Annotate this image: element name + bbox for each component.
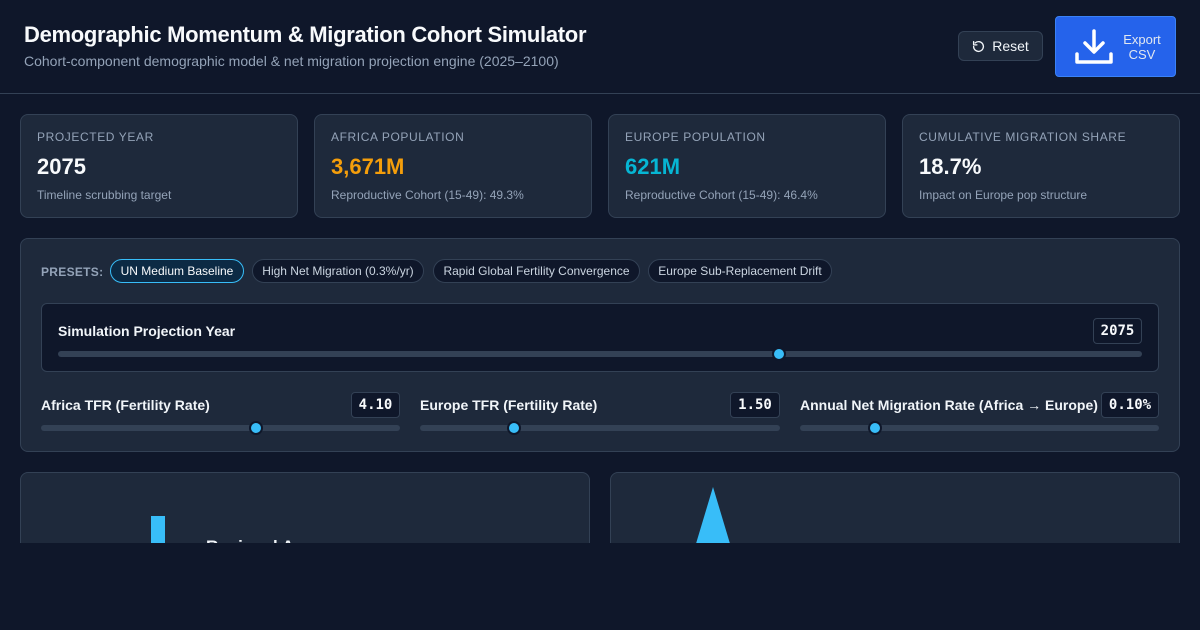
controls-panel: PRESETS: UN Medium Baseline High Net Mig… bbox=[20, 238, 1180, 452]
migration-rate-label: Annual Net Migration Rate (Africa → Euro… bbox=[800, 397, 1098, 413]
kpi-label: Europe Population bbox=[625, 130, 766, 144]
kpi-value: 2075 bbox=[37, 154, 86, 179]
reset-icon bbox=[973, 40, 985, 52]
kpi-sub: Reproductive Cohort (15-49): 46.4% bbox=[625, 188, 818, 202]
slider-thumb[interactable] bbox=[868, 421, 883, 435]
slider-thumb[interactable] bbox=[506, 421, 521, 435]
europe-tfr-value: 1.50 bbox=[730, 392, 780, 418]
kpi-card-projected-year: Projected Year 2075 Timeline scrubbing t… bbox=[20, 114, 298, 218]
migration-rate-slider[interactable] bbox=[800, 421, 1159, 435]
kpi-sub: Impact on Europe pop structure bbox=[919, 188, 1088, 202]
kpi-value: 3,671M bbox=[331, 154, 405, 179]
preset-high-net-migration[interactable]: High Net Migration (0.3%/yr) bbox=[252, 259, 424, 283]
reset-label: Reset bbox=[992, 38, 1029, 54]
slider-thumb[interactable] bbox=[771, 347, 786, 361]
download-icon bbox=[1075, 29, 1113, 64]
kpi-card-africa-population: Africa Population 3,671M Reproductive Co… bbox=[314, 114, 592, 218]
kpi-card-migration-share: Cumulative Migration Share 18.7% Impact … bbox=[902, 114, 1180, 218]
kpi-card-europe-population: Europe Population 621M Reproductive Coho… bbox=[608, 114, 886, 218]
kpi-value: 621M bbox=[625, 154, 681, 179]
projection-year-value: 2075 bbox=[1093, 318, 1142, 344]
pyramid-shape bbox=[695, 487, 731, 547]
slider-thumb[interactable] bbox=[249, 421, 264, 435]
app-header: Demographic Momentum & Migration Cohort … bbox=[0, 0, 1200, 94]
projection-year-slider[interactable] bbox=[58, 347, 1142, 361]
presets-label: PRESETS: bbox=[41, 265, 104, 279]
kpi-label: Projected Year bbox=[37, 130, 154, 144]
projection-year-control: Simulation Projection Year 2075 bbox=[41, 303, 1159, 372]
preset-un-medium-baseline[interactable]: UN Medium Baseline bbox=[110, 259, 244, 283]
page-subtitle: Cohort-component demographic model & net… bbox=[24, 53, 559, 69]
reset-button[interactable]: Reset bbox=[958, 31, 1043, 61]
kpi-sub: Reproductive Cohort (15-49): 49.3% bbox=[331, 188, 524, 202]
preset-rapid-fertility-convergence[interactable]: Rapid Global Fertility Convergence bbox=[433, 259, 640, 283]
page-bottom bbox=[0, 543, 1200, 630]
migration-rate-value: 0.10% bbox=[1101, 392, 1159, 418]
kpi-label: Africa Population bbox=[331, 130, 465, 144]
kpi-label: Cumulative Migration Share bbox=[919, 130, 1127, 144]
page-title: Demographic Momentum & Migration Cohort … bbox=[24, 22, 587, 47]
kpi-sub: Timeline scrubbing target bbox=[37, 188, 172, 202]
europe-tfr-slider[interactable] bbox=[420, 421, 780, 435]
europe-tfr-label: Europe TFR (Fertility Rate) bbox=[420, 397, 598, 413]
africa-tfr-label: Africa TFR (Fertility Rate) bbox=[41, 397, 210, 413]
africa-tfr-value: 4.10 bbox=[351, 392, 400, 418]
preset-europe-sub-replacement[interactable]: Europe Sub-Replacement Drift bbox=[648, 259, 832, 283]
projection-year-label: Simulation Projection Year bbox=[58, 323, 236, 339]
kpi-value: 18.7% bbox=[919, 154, 982, 179]
export-csv-button[interactable]: Export CSV bbox=[1055, 16, 1176, 77]
africa-tfr-slider[interactable] bbox=[41, 421, 400, 435]
export-label: Export CSV bbox=[1123, 32, 1161, 62]
